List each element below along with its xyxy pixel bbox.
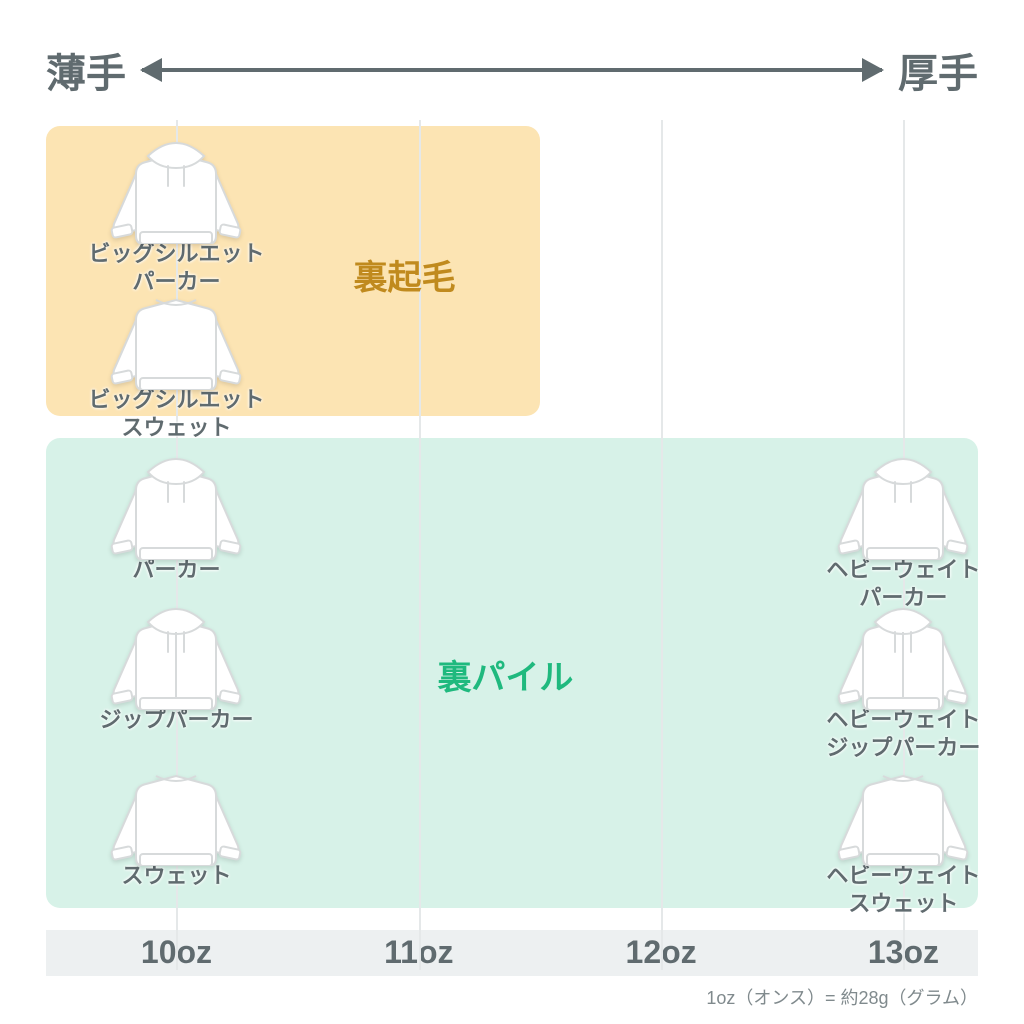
region-title-urapile: 裏パイル [437,650,573,699]
garment-item: パーカー [66,450,286,584]
garment-label: パーカー [132,556,220,584]
garment-item: ヘビーウェイトジップパーカー [793,600,1013,761]
garment-item: スウェット [66,756,286,890]
garment-item: ヘビーウェイトパーカー [793,450,1013,611]
garment-label: ヘビーウェイトスウェット [826,862,980,917]
axis-arrow [142,68,882,72]
chart-plot-area: 裏起毛裏パイル ビッグシルエットパーカービッグシルエットスウェットパーカージップパ… [46,120,978,920]
axis-label-thick: 厚手 [898,41,978,99]
x-axis-bar: 10oz11oz12oz13oz [46,930,978,976]
garment-item: ジップパーカー [66,600,286,734]
gridline [661,120,663,970]
axis-label-thin: 薄手 [46,41,126,99]
garment-item: ヘビーウェイトスウェット [793,756,1013,917]
garment-item: ビッグシルエットスウェット [66,280,286,441]
region-title-urakimou: 裏起毛 [354,250,456,299]
axis-header: 薄手 厚手 [46,40,978,100]
garment-label: ヘビーウェイトジップパーカー [826,706,980,761]
gridline [419,120,421,970]
weight-chart: 薄手 厚手 裏起毛裏パイル ビッグシルエットパーカービッグシルエットスウェットパー… [46,40,978,984]
garment-label: ビッグシルエットスウェット [88,386,264,441]
garment-label: ジップパーカー [99,706,253,734]
garment-label: スウェット [121,862,231,890]
footnote: 1oz（オンス）= 約28g（グラム） [706,984,978,1010]
garment-item: ビッグシルエットパーカー [66,134,286,295]
